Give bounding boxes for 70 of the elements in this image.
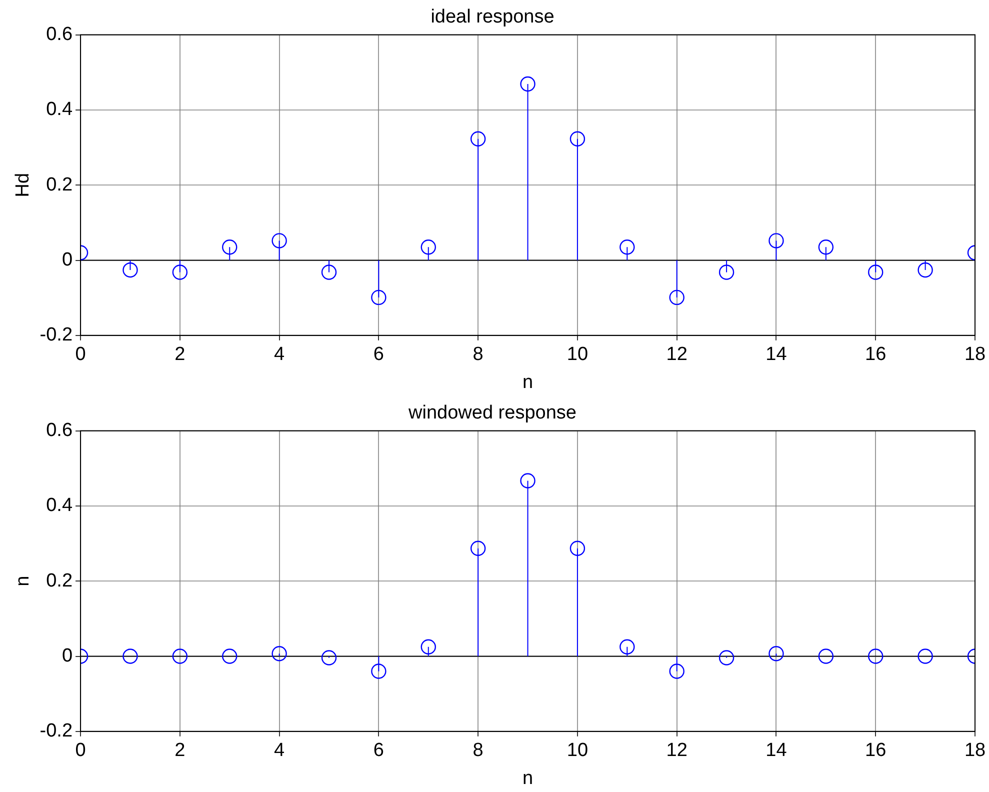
x-tick-label: 2 (174, 344, 186, 366)
point (620, 639, 635, 654)
x-tick-label: 6 (373, 344, 384, 366)
point (718, 650, 734, 666)
point (620, 240, 635, 255)
y-tick-label: 0.4 (46, 99, 73, 120)
x-axis-title: n (522, 372, 534, 393)
point (918, 262, 933, 278)
x-tick-label: 8 (472, 740, 484, 762)
point (868, 648, 884, 664)
point (272, 646, 287, 662)
x-tick-label: 10 (566, 344, 588, 366)
y-axis-title: Hd (12, 172, 34, 198)
point (570, 540, 586, 556)
x-tick-label: 6 (373, 740, 384, 762)
point (520, 473, 536, 488)
y-tick-label: 0.2 (46, 174, 73, 196)
x-tick-label: 10 (566, 740, 588, 762)
x-axis-title: n (522, 768, 534, 789)
point (520, 76, 536, 92)
point (470, 131, 486, 146)
point (122, 262, 138, 278)
point (768, 646, 784, 662)
x-tick-label: 0 (75, 344, 86, 366)
x-tick-label: 16 (865, 344, 886, 366)
x-tick-label: 16 (865, 740, 886, 762)
point (420, 240, 436, 255)
point (570, 131, 586, 146)
point (222, 240, 238, 255)
x-tick-label: 0 (75, 740, 86, 762)
x-tick-label: 8 (472, 344, 484, 366)
x-tick-label: 2 (174, 740, 186, 762)
y-tick-label: 0 (62, 645, 73, 666)
chart-title: ideal response (430, 6, 554, 28)
point (172, 648, 188, 664)
point (122, 648, 138, 664)
point (918, 648, 933, 664)
x-tick-label: 12 (666, 740, 688, 762)
point (222, 648, 238, 664)
y-tick-label: 0.4 (46, 495, 73, 516)
point (420, 639, 436, 654)
point (371, 664, 386, 679)
point (172, 264, 188, 280)
y-tick-label: 0.2 (46, 570, 73, 592)
point (371, 290, 386, 306)
y-tick-label: 0 (62, 249, 73, 270)
point (669, 290, 684, 306)
point (321, 264, 337, 280)
point (768, 233, 784, 248)
point (669, 664, 684, 679)
x-tick-label: 4 (274, 740, 286, 762)
point (321, 650, 337, 666)
x-tick-label: 14 (766, 344, 788, 366)
point (818, 240, 834, 255)
point (272, 233, 287, 248)
x-tick-label: 18 (964, 344, 986, 366)
y-axis-title: n (12, 576, 34, 586)
point (718, 264, 734, 280)
point (868, 264, 884, 280)
x-tick-label: 18 (964, 740, 986, 762)
chart-title: windowed response (408, 402, 576, 424)
x-tick-label: 14 (766, 740, 788, 762)
y-tick-label: -0.2 (40, 720, 73, 742)
y-tick-label: 0.6 (46, 24, 73, 46)
point (818, 648, 834, 664)
y-tick-label: -0.2 (40, 324, 73, 346)
x-tick-label: 12 (666, 344, 688, 366)
point (470, 540, 486, 556)
y-tick-label: 0.6 (46, 420, 73, 442)
x-tick-label: 4 (274, 344, 286, 366)
